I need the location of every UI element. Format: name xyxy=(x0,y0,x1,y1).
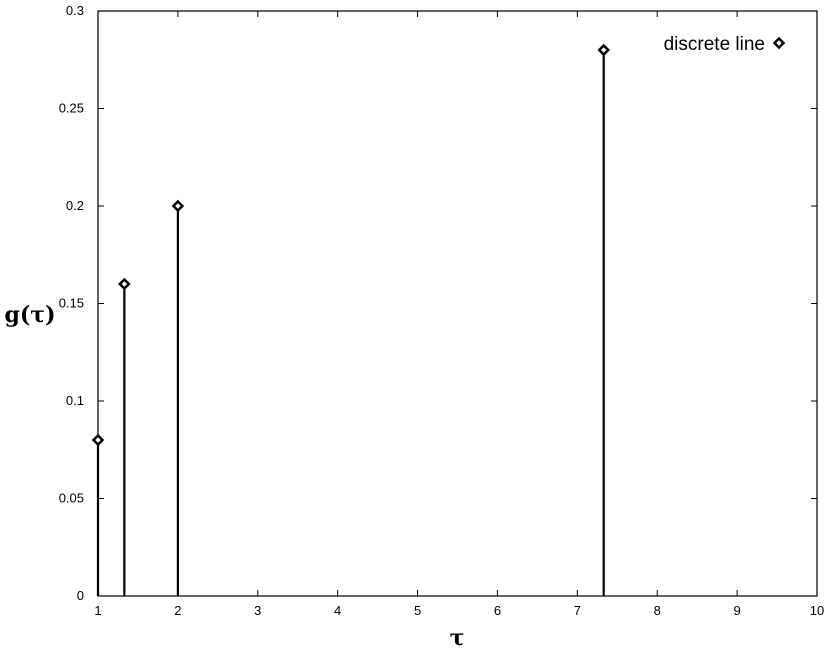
legend: discrete line xyxy=(664,34,786,55)
x-axis-title: τ xyxy=(450,625,465,651)
y-axis-title: g(τ) xyxy=(4,302,55,328)
y-tick-label: 0.15 xyxy=(59,296,84,311)
x-tick-label: 4 xyxy=(334,603,341,618)
data-point xyxy=(597,43,610,57)
y-tick-label: 0 xyxy=(77,588,84,603)
data-point xyxy=(91,433,105,447)
y-tick-label: 0.25 xyxy=(59,101,84,116)
x-tick-label: 5 xyxy=(414,603,421,618)
x-tick-label: 3 xyxy=(254,603,261,618)
y-tick-label: 0.05 xyxy=(59,491,84,506)
x-axis-ticks: 1 2 3 4 5 6 7 8 9 10 xyxy=(94,11,824,618)
data-point xyxy=(171,199,185,213)
y-tick-label: 0.3 xyxy=(66,3,84,18)
y-tick-label: 0.1 xyxy=(66,393,84,408)
x-tick-label: 8 xyxy=(654,603,661,618)
x-tick-label: 1 xyxy=(94,603,101,618)
x-tick-label: 6 xyxy=(494,603,501,618)
plot-frame xyxy=(97,10,818,597)
legend-label: discrete line xyxy=(664,34,765,55)
data-stems xyxy=(96,50,605,596)
data-markers xyxy=(91,43,610,447)
data-point xyxy=(118,277,131,291)
x-tick-label: 9 xyxy=(733,603,740,618)
x-tick-label: 7 xyxy=(574,603,581,618)
y-tick-label: 0.2 xyxy=(66,198,84,213)
x-tick-label: 2 xyxy=(174,603,181,618)
legend-marker-diamond xyxy=(772,36,786,50)
y-axis-ticks: 0 0.05 0.1 0.15 0.2 0.25 0.3 xyxy=(59,3,817,603)
x-tick-label: 10 xyxy=(810,603,824,618)
